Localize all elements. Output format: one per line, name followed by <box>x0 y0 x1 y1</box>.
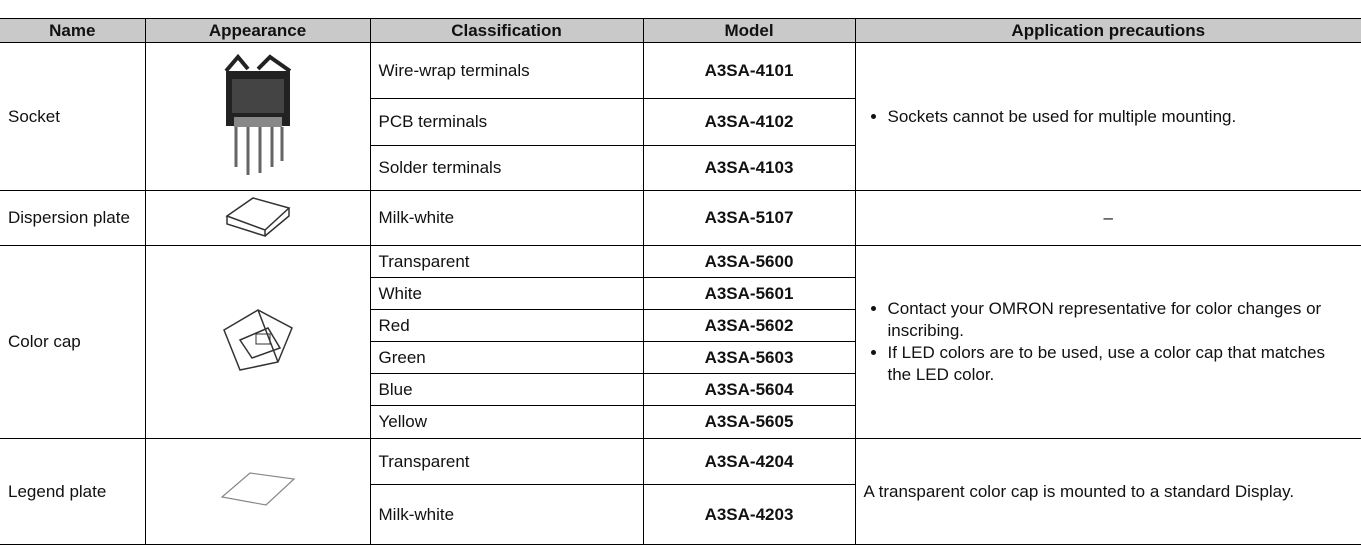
name-cell: Socket <box>0 42 146 191</box>
table-row: Solder terminals A3SA-4103 <box>0 145 1361 191</box>
table-row: Green A3SA-5603 <box>0 341 1361 374</box>
classification-cell: Milk-white <box>370 484 644 545</box>
name-cell: Legend plate <box>0 438 146 545</box>
precaution-text: – <box>1103 208 1113 227</box>
header-cell: Name <box>0 18 146 43</box>
model-cell: A3SA-4204 <box>642 438 856 485</box>
table-row: Red A3SA-5602 <box>0 309 1361 342</box>
classification-cell: Blue <box>370 373 644 406</box>
precautions-cell: – <box>854 190 1361 246</box>
model-cell: A3SA-5602 <box>642 309 855 342</box>
bullet-item: If LED colors are to be used, use a colo… <box>888 342 1354 386</box>
classification-cell: PCB terminals <box>370 98 644 146</box>
header-cell: Classification <box>369 18 644 43</box>
classification-cell: Milk-white <box>369 190 644 246</box>
table-row: White A3SA-5601 <box>0 277 1361 310</box>
classification-cell: Yellow <box>370 405 644 439</box>
product-image <box>223 196 293 242</box>
table-row: Milk-white A3SA-4203 <box>0 484 1361 545</box>
table-row: PCB terminals A3SA-4102 <box>0 98 1361 146</box>
classification-cell: Solder terminals <box>370 145 644 191</box>
bullet-list: Sockets cannot be used for multiple moun… <box>864 106 1354 128</box>
model-cell: A3SA-4102 <box>642 98 855 146</box>
name-cell: Color cap <box>0 245 146 439</box>
accessories-table: Name Appearance Classification Model Applica… <box>0 18 1361 545</box>
name-cell: Dispersion plate <box>0 190 146 246</box>
classification-cell: Transparent <box>369 438 644 485</box>
product-image <box>218 53 298 183</box>
header-cell: Appearance <box>144 18 371 43</box>
classification-cell: Wire-wrap terminals <box>369 42 644 99</box>
model-cell: A3SA-5603 <box>642 341 855 374</box>
bullet-item: Sockets cannot be used for multiple moun… <box>888 106 1354 128</box>
model-cell: A3SA-4101 <box>642 42 856 99</box>
bullet-item: Contact your OMRON representative for co… <box>888 298 1354 342</box>
model-cell: A3SA-5107 <box>642 190 856 246</box>
model-cell: A3SA-4103 <box>642 145 855 191</box>
appearance-cell <box>144 438 371 545</box>
table-row: Dispersion plate Milk-white A3SA-5107 – <box>0 190 1361 246</box>
classification-cell: Green <box>370 341 644 374</box>
appearance-cell <box>144 190 371 246</box>
appearance-cell <box>144 245 371 439</box>
precautions-cell: Sockets cannot be used for multiple moun… <box>854 42 1361 191</box>
table-row: Blue A3SA-5604 <box>0 373 1361 406</box>
header-row: Name Appearance Classification Model Applica… <box>0 18 1361 43</box>
model-cell: A3SA-5601 <box>642 277 855 310</box>
header-cell: Model <box>642 18 856 43</box>
model-cell: A3SA-5600 <box>642 245 856 278</box>
appearance-cell <box>144 42 371 191</box>
model-cell: A3SA-5604 <box>642 373 855 406</box>
product-image <box>218 472 298 513</box>
precautions-cell: A transparent color cap is mounted to a … <box>854 438 1361 545</box>
model-cell: A3SA-4203 <box>642 484 855 545</box>
classification-cell: Transparent <box>369 245 644 278</box>
bullet-list: Contact your OMRON representative for co… <box>864 298 1354 386</box>
table-row: Legend plate Transparent A3SA-4204 A transp… <box>0 438 1361 545</box>
header-cell: Application precautions <box>854 18 1361 43</box>
model-cell: A3SA-5605 <box>642 405 855 439</box>
precautions-cell: Contact your OMRON representative for co… <box>854 245 1361 439</box>
product-image <box>218 308 298 384</box>
classification-cell: White <box>370 277 644 310</box>
precaution-text: A transparent color cap is mounted to a … <box>863 481 1295 501</box>
classification-cell: Red <box>370 309 644 342</box>
